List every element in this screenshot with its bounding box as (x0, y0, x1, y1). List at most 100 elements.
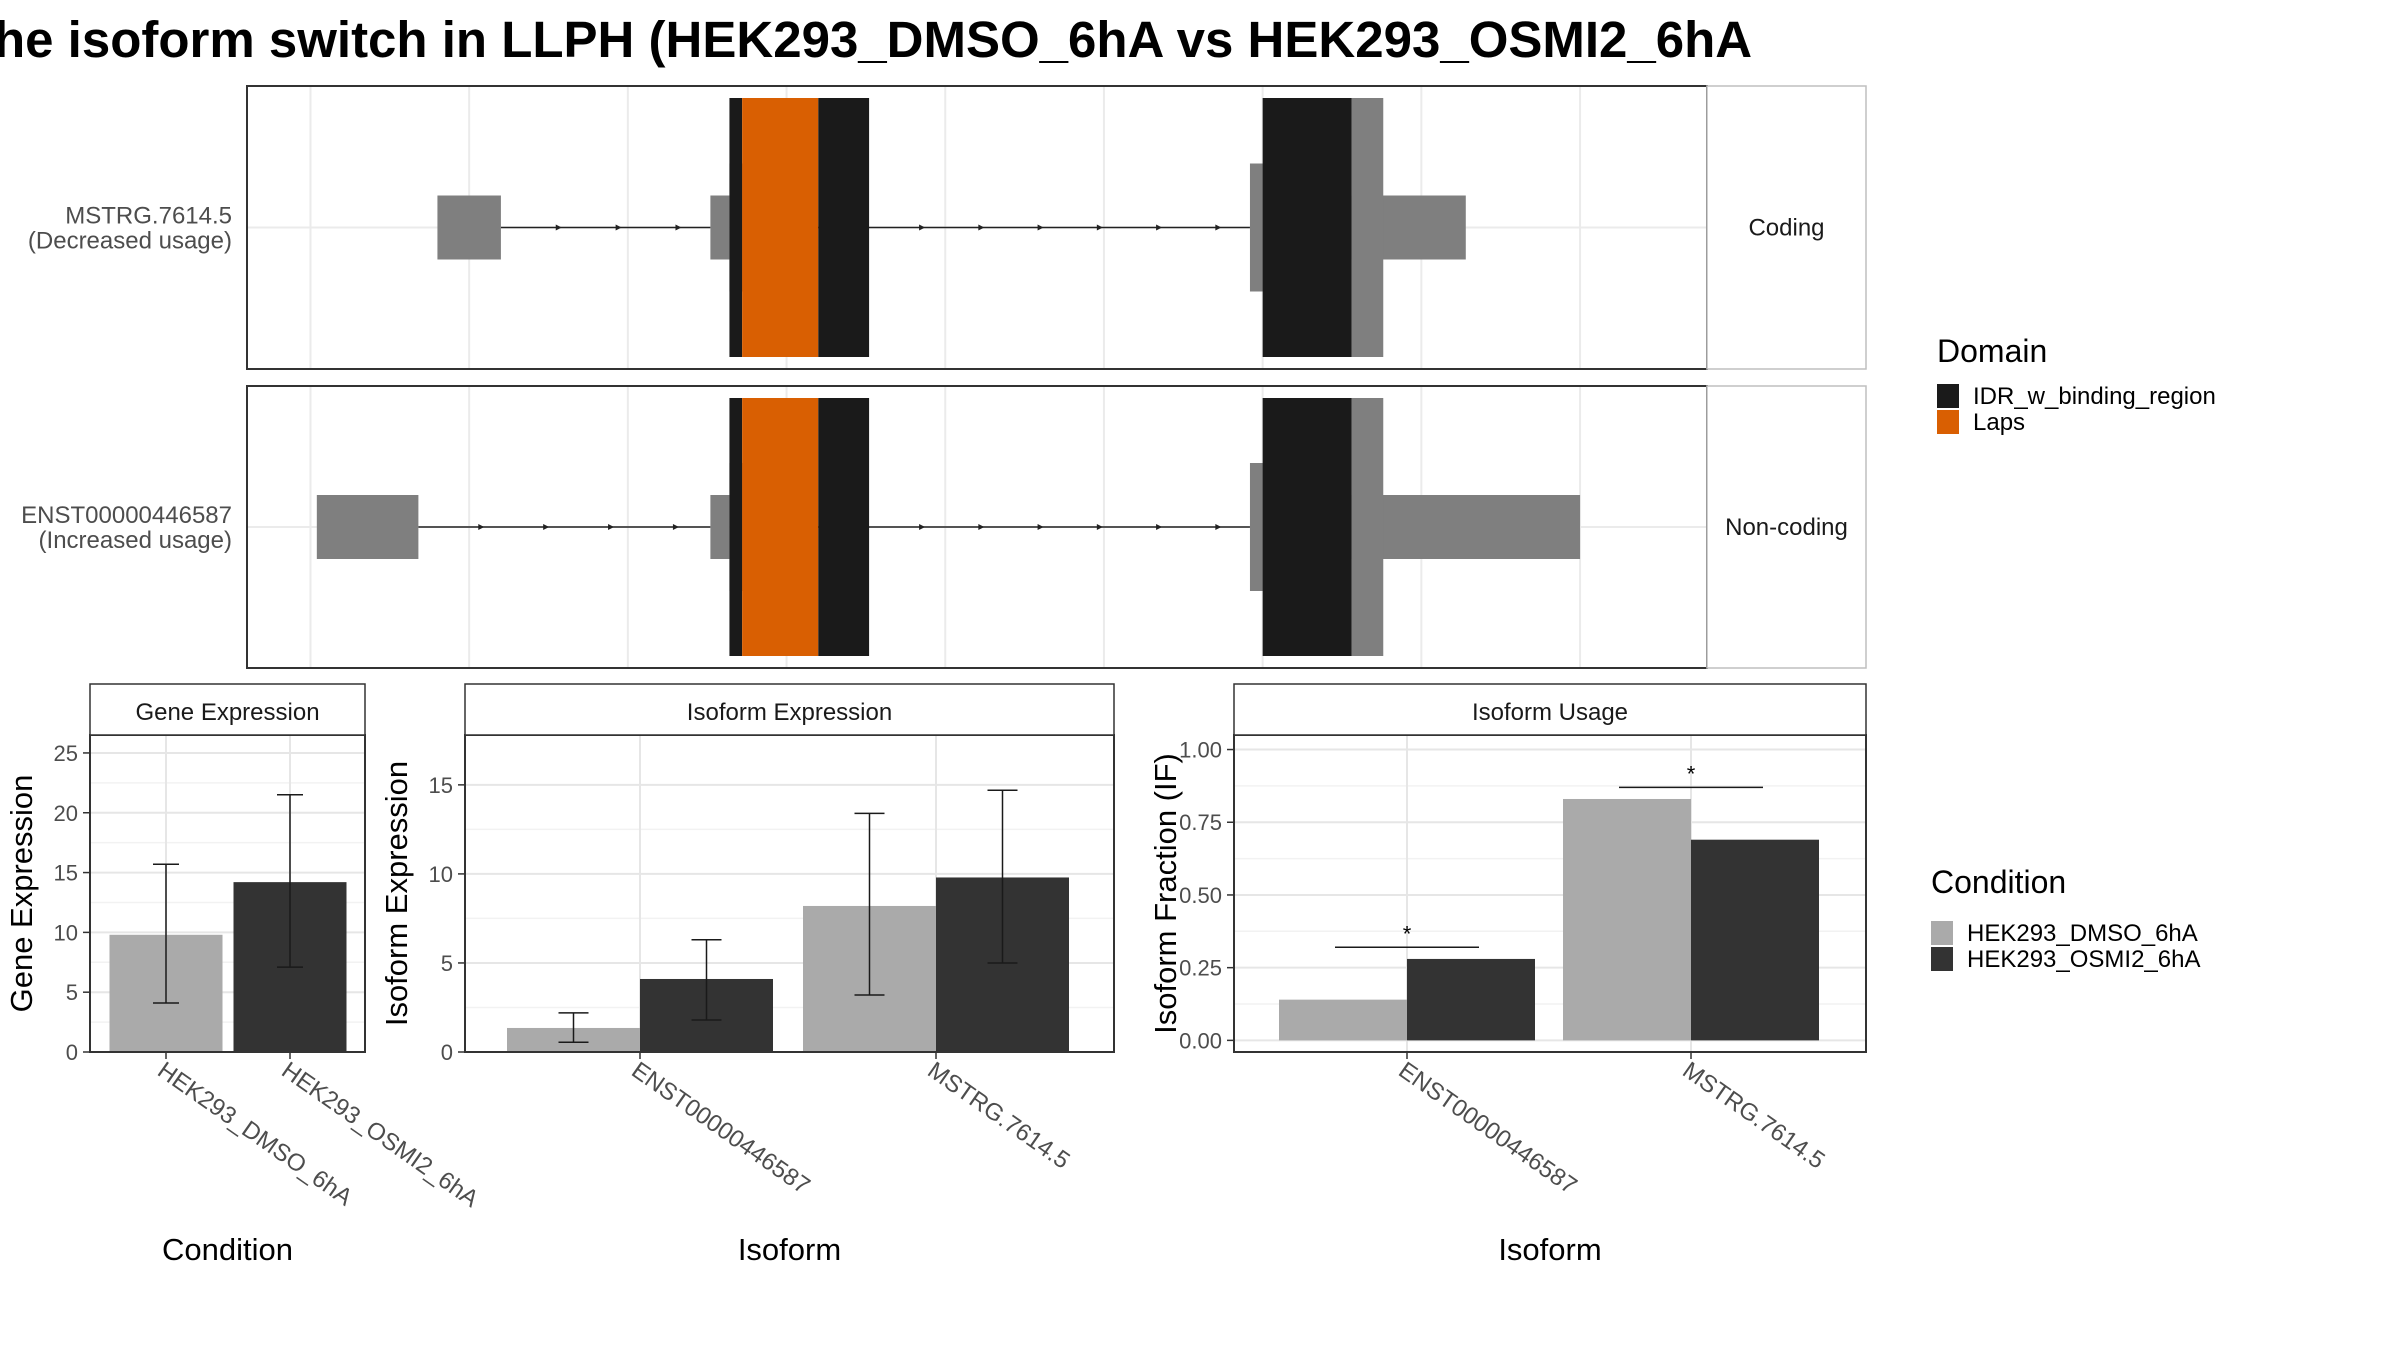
intron-direction-arrow (1215, 224, 1222, 231)
isoform-usage-label: (Increased usage) (39, 527, 232, 554)
legend-title: Condition (1931, 864, 2066, 900)
panel-title: Isoform Expression (687, 699, 892, 726)
intron-direction-arrow (1096, 524, 1103, 530)
exon-tail (1351, 98, 1384, 357)
idr-domain (818, 98, 870, 357)
isoform-name-label: MSTRG.7614.5 (65, 203, 232, 230)
y-tick-label: 1.00 (1179, 738, 1222, 763)
idr-domain (1262, 98, 1352, 357)
intron-direction-arrow (1215, 524, 1222, 530)
y-tick-label: 0.25 (1179, 956, 1222, 981)
intron-direction-arrow (675, 224, 682, 231)
idr-domain (1262, 398, 1352, 656)
bar (1407, 958, 1535, 1041)
x-tick-label: HEK293_OSMI2_6hA (277, 1057, 484, 1213)
idr-domain (729, 398, 743, 656)
coding-status-label: Coding (1748, 215, 1824, 242)
bar (1279, 999, 1407, 1041)
legend-label: HEK293_DMSO_6hA (1967, 920, 2198, 947)
intron-direction-arrow (555, 224, 562, 231)
panel-title: Gene Expression (135, 699, 319, 726)
intron-direction-arrow (1037, 524, 1044, 530)
y-axis-title: Gene Expression (4, 775, 39, 1013)
y-tick-label: 5 (441, 951, 453, 976)
legend-swatch (1931, 921, 1953, 945)
legend-swatch (1937, 410, 1959, 434)
intron-direction-arrow (543, 524, 550, 530)
intron-direction-arrow (919, 524, 926, 530)
exon-tail (1351, 398, 1384, 656)
expression-charts: Gene Expression0510152025HEK293_DMSO_6hA… (4, 683, 1867, 1267)
facet-strip (89, 683, 366, 736)
structure-panel-2: Non-coding ENST00000446587(Increased usag… (21, 385, 1867, 669)
y-tick-label: 10 (54, 920, 78, 945)
y-axis-title: Isoform Expression (379, 761, 414, 1026)
chart-isoform-usage: * * Isoform Usage 0.00 0.25 0.50 0.75 1.00 ENST0… (1148, 683, 1867, 1267)
legend-label: HEK293_OSMI2_6hA (1967, 946, 2200, 973)
intron-direction-arrow (478, 524, 485, 530)
idr-domain (818, 398, 870, 656)
facet-strip (1706, 385, 1867, 669)
transcript-structure-panels: Coding MSTRG.7614.5(Decreased usage) Non-c… (21, 85, 1867, 669)
intron-direction-arrow (978, 524, 985, 530)
isoform-usage-label: (Decreased usage) (28, 228, 232, 255)
y-tick-label: 0.00 (1179, 1028, 1222, 1053)
x-axis-title: Condition (162, 1232, 293, 1267)
significance-marker: * (1403, 921, 1412, 946)
legend-label: Laps (1973, 409, 2025, 436)
idr-domain (729, 98, 743, 357)
exon (316, 495, 419, 559)
bar (1563, 798, 1691, 1041)
intron-direction-arrow (615, 224, 622, 231)
facet-strip (1706, 85, 1867, 370)
significance-marker: * (1687, 761, 1696, 786)
x-tick-label: ENST00000446587 (1394, 1057, 1582, 1200)
y-tick-label: 0.75 (1179, 810, 1222, 835)
chart-gene-expression: Gene Expression0510152025HEK293_DMSO_6hA… (4, 683, 484, 1267)
legend-label: IDR_w_binding_region (1973, 383, 2216, 410)
y-tick-label: 15 (54, 861, 78, 886)
y-tick-label: 5 (66, 980, 78, 1005)
bar (1691, 839, 1819, 1041)
y-tick-label: 0.50 (1179, 883, 1222, 908)
coding-status-label: Non-coding (1725, 514, 1848, 541)
figure-title: he isoform switch in LLPH (HEK293_DMSO_6… (0, 11, 1752, 68)
x-axis-title: Isoform (1498, 1232, 1601, 1267)
legend-swatch (1937, 384, 1959, 408)
laps-domain (742, 98, 819, 357)
y-tick-label: 0 (66, 1040, 78, 1065)
y-tick-label: 20 (54, 801, 78, 826)
legend-title: Domain (1937, 333, 2047, 369)
x-tick-label: MSTRG.7614.5 (923, 1057, 1075, 1175)
y-tick-label: 0 (441, 1040, 453, 1065)
y-tick-label: 10 (429, 862, 453, 887)
laps-domain (742, 398, 819, 656)
intron-direction-arrow (608, 524, 615, 530)
intron-direction-arrow (919, 224, 926, 231)
chart-isoform-expression: Isoform Expression 0 5 10 15 ENST00000446587 M… (379, 683, 1115, 1267)
intron-direction-arrow (1156, 224, 1163, 231)
x-tick-label: ENST00000446587 (627, 1057, 815, 1200)
x-axis-title: Isoform (738, 1232, 841, 1267)
y-tick-label: 15 (429, 773, 453, 798)
x-tick-label: MSTRG.7614.5 (1678, 1057, 1830, 1175)
isoform-name-label: ENST00000446587 (21, 502, 232, 529)
y-axis-title: Isoform Fraction (IF) (1148, 753, 1183, 1034)
exon (437, 195, 501, 260)
intron-direction-arrow (1037, 224, 1044, 231)
structure-panel-1: Coding MSTRG.7614.5(Decreased usage) (28, 85, 1867, 370)
intron-direction-arrow (1096, 224, 1103, 231)
intron-direction-arrow (672, 524, 679, 530)
intron-direction-arrow (978, 224, 985, 231)
panel-title: Isoform Usage (1472, 699, 1628, 726)
y-tick-label: 25 (54, 741, 78, 766)
intron-direction-arrow (1156, 524, 1163, 530)
exon (710, 195, 730, 260)
facet-strip (464, 683, 1115, 736)
legend-swatch (1931, 947, 1953, 971)
facet-strip (1233, 683, 1867, 736)
exon (710, 495, 730, 559)
